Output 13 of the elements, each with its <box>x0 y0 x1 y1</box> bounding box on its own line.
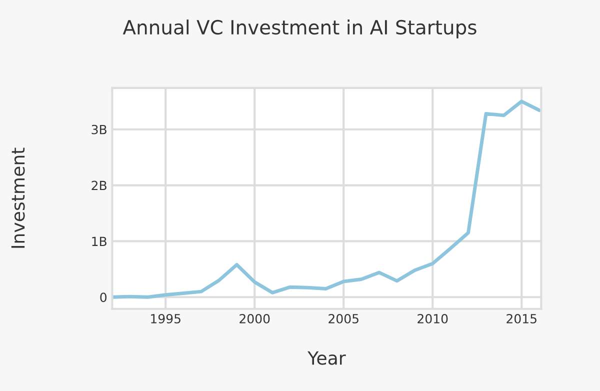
y-axis-title: Investment <box>11 148 25 248</box>
chart-title: Annual VC Investment in AI Startups <box>122 20 476 38</box>
x-tick-label: 2010 <box>418 314 448 324</box>
x-tick-label: 2015 <box>506 314 536 324</box>
x-axis-title: Year <box>308 351 346 365</box>
y-tick-label: 1B <box>92 236 106 246</box>
line-series <box>112 100 542 299</box>
y-tick-label: 3B <box>92 124 106 134</box>
x-tick-label: 1995 <box>151 314 180 324</box>
y-tick-label: 2B <box>92 180 106 190</box>
y-tick-label: 0 <box>100 292 107 302</box>
x-tick-label: 2000 <box>240 314 270 324</box>
x-tick-label: 2005 <box>328 314 358 324</box>
